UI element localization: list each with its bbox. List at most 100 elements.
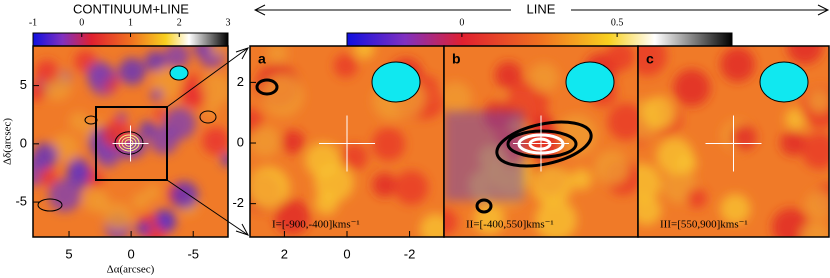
blob — [210, 46, 225, 56]
panel-annotation: II=[-400,550]kms⁻¹ — [466, 219, 554, 231]
blob — [419, 213, 444, 237]
blob — [638, 195, 662, 226]
blob — [786, 46, 823, 65]
blob — [720, 47, 756, 82]
blob — [800, 221, 829, 237]
blob — [69, 111, 89, 132]
blob — [780, 130, 806, 156]
contour — [199, 110, 217, 124]
blob — [807, 88, 829, 113]
blob — [205, 103, 218, 116]
tick-label: 0.5 — [611, 17, 624, 28]
blob — [139, 120, 156, 138]
tick-label: -1 — [29, 17, 37, 28]
contour — [495, 120, 593, 168]
blob — [531, 164, 573, 206]
blob — [118, 57, 146, 85]
image-map — [250, 46, 444, 237]
panel-label: b — [452, 51, 461, 67]
blob — [805, 190, 829, 220]
y-tick-label: -5 — [15, 193, 27, 208]
blobs — [638, 46, 829, 237]
blob — [51, 133, 80, 162]
title: CONTINUUM+LINE — [73, 1, 189, 16]
y-tick-label: 0 — [20, 135, 27, 150]
arrow-head — [817, 4, 830, 16]
tick-label: 0 — [79, 17, 84, 28]
y-tick-label: 2 — [237, 74, 244, 89]
frame — [32, 45, 229, 238]
tick-label: 3 — [226, 17, 231, 28]
blob — [101, 119, 132, 149]
blob — [199, 73, 228, 106]
blob — [731, 124, 757, 151]
blob — [86, 61, 113, 88]
blob — [394, 170, 429, 205]
contour — [37, 198, 63, 212]
blob — [686, 187, 707, 209]
blob — [341, 143, 368, 171]
blob — [33, 82, 46, 102]
blob — [261, 74, 305, 118]
y-axis-label: Δδ(arcsec) — [2, 118, 14, 165]
blob — [444, 208, 458, 236]
blob — [607, 103, 638, 141]
blob — [673, 69, 711, 107]
x-axis-label: Δα(arcsec) — [107, 264, 155, 276]
blob — [183, 85, 205, 107]
blob — [274, 199, 311, 235]
blob — [371, 127, 406, 161]
blob — [35, 60, 59, 84]
blob — [638, 163, 662, 203]
blob — [642, 96, 676, 130]
blob — [720, 193, 751, 225]
noise — [444, 111, 524, 201]
blob — [48, 178, 82, 212]
contour — [475, 198, 493, 214]
blob — [202, 127, 228, 156]
panel-label: c — [646, 51, 654, 67]
panel-annotation: I=[-900,-400]kms⁻¹ — [272, 219, 360, 231]
blob — [170, 181, 199, 210]
blob — [444, 81, 473, 115]
blob — [221, 153, 228, 167]
zoom-box — [95, 106, 168, 181]
tick-label: 2 — [177, 17, 182, 28]
x-tick-label: -5 — [187, 246, 199, 261]
blob — [372, 172, 397, 198]
blob — [605, 46, 635, 71]
y-tick-label: 5 — [20, 77, 27, 92]
contour — [255, 78, 279, 96]
blob — [38, 168, 58, 187]
blob — [535, 199, 577, 237]
blob — [163, 107, 196, 140]
y-tick-label: -2 — [232, 195, 244, 210]
blob — [163, 46, 190, 69]
blob — [771, 208, 810, 237]
blob — [570, 168, 592, 190]
x-tick-label: 0 — [128, 246, 135, 261]
blob — [250, 125, 281, 157]
blob — [131, 192, 150, 210]
panel-label: a — [258, 51, 266, 67]
x-tick-label: 5 — [65, 246, 72, 261]
blob — [638, 46, 668, 76]
blob — [153, 108, 165, 120]
beam — [371, 61, 421, 103]
zoom-arrow — [235, 47, 250, 60]
blob — [676, 153, 698, 174]
tick-label: 0 — [459, 17, 464, 28]
y-tick-label: 0 — [237, 134, 244, 149]
blob — [144, 50, 166, 72]
beam — [759, 61, 809, 103]
x-tick-label: 0 — [343, 246, 350, 261]
x-tick-label: 2 — [281, 246, 288, 261]
beam — [169, 65, 189, 81]
blob — [156, 212, 174, 230]
zoom-line — [166, 179, 249, 236]
blob — [150, 88, 163, 102]
x-tick-label: -2 — [404, 246, 416, 261]
blob — [281, 130, 305, 154]
blob — [94, 195, 111, 213]
